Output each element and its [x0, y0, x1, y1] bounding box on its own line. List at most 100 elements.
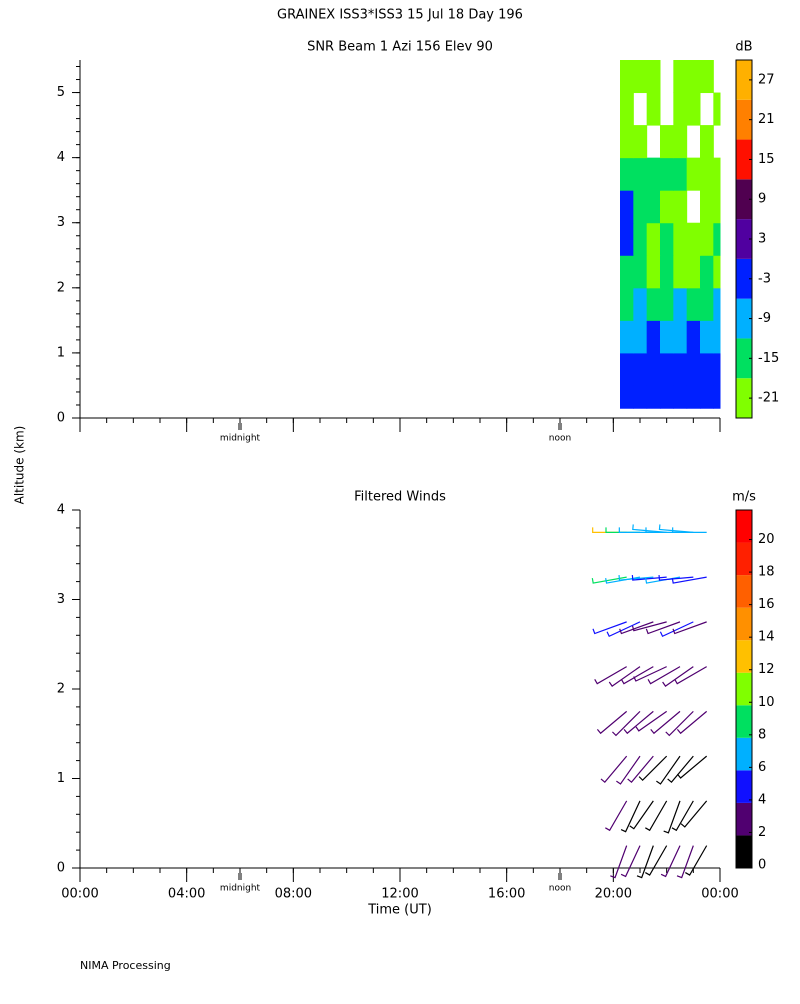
- snr-cell: [713, 92, 721, 126]
- snr-cell: [633, 222, 648, 256]
- wind-barb: [676, 755, 708, 779]
- snr-cell: [713, 385, 721, 409]
- snr-cell: [620, 157, 634, 191]
- y-tick-label: 0: [57, 861, 65, 876]
- snr-cell: [673, 92, 688, 126]
- colorbar-band: [736, 672, 752, 706]
- snr-cell: [646, 190, 661, 224]
- snr-cell: [660, 352, 674, 386]
- colorbar-tick-label: -15: [758, 351, 779, 366]
- wind-barb: [610, 845, 628, 879]
- snr-cell: [660, 125, 674, 159]
- colorbar-tick-label: 6: [758, 760, 766, 775]
- y-tick-label: 2: [57, 280, 65, 295]
- y-tick-label: 2: [57, 682, 65, 697]
- wind-barb: [632, 524, 667, 533]
- colorbar-band: [736, 298, 752, 339]
- wind-barb: [605, 800, 628, 832]
- snr-cell: [633, 352, 648, 386]
- snr-cell: [673, 385, 688, 409]
- wind-barb: [600, 755, 628, 784]
- wind-barb: [635, 710, 668, 732]
- snr-cell: [660, 255, 674, 289]
- snr-cell: [700, 287, 714, 321]
- colorbar-band: [736, 640, 752, 673]
- snr-cell: [620, 352, 634, 386]
- snr-cell: [700, 385, 714, 409]
- colorbar-label: m/s: [732, 490, 756, 505]
- snr-cell: [646, 92, 661, 126]
- snr-cell: [646, 352, 661, 386]
- colorbar-band: [736, 607, 752, 641]
- snr-cell: [686, 320, 701, 354]
- wind-barb: [672, 621, 707, 635]
- wind-barb: [618, 575, 654, 581]
- snr-cell: [633, 125, 648, 159]
- snr-cell: [673, 125, 688, 159]
- colorbar-tick-label: 27: [758, 72, 775, 87]
- colorbar-band: [736, 60, 752, 100]
- snr-cell: [633, 190, 648, 224]
- snr-cell: [686, 287, 701, 321]
- snr-cell: [646, 255, 661, 289]
- snr-cell: [673, 320, 688, 354]
- snr-cell: [646, 222, 661, 256]
- snr-cell: [673, 60, 688, 94]
- colorbar-tick-label: 2: [758, 825, 766, 840]
- wind-barb: [667, 755, 694, 784]
- colorbar-band: [736, 378, 752, 418]
- wind-barb: [674, 666, 707, 685]
- wind-barb: [650, 710, 681, 735]
- wind-barb: [631, 621, 667, 632]
- colorbar-band: [736, 802, 752, 836]
- snr-cell: [646, 385, 661, 409]
- x-tick-label: 08:00: [275, 887, 312, 902]
- snr-cell: [620, 287, 634, 321]
- snr-cell: [646, 157, 661, 191]
- wind-barb: [629, 800, 654, 830]
- snr-cell: [633, 287, 648, 321]
- wind-barb: [685, 845, 708, 876]
- colorbar-tick-label: 21: [758, 112, 775, 127]
- snr-cell: [620, 125, 634, 159]
- snr-cell: [700, 320, 714, 354]
- snr-cell: [633, 60, 648, 94]
- colorbar-band: [736, 258, 752, 299]
- y-tick-label: 1: [57, 345, 65, 360]
- y-tick-label: 4: [57, 503, 65, 518]
- snr-cell: [660, 222, 674, 256]
- snr-cell: [700, 190, 714, 224]
- colorbar-tick-label: 10: [758, 695, 775, 710]
- snr-cell: [620, 60, 634, 94]
- snr-cell: [713, 320, 721, 354]
- colorbar-band: [736, 737, 752, 771]
- wind-barb: [592, 527, 627, 533]
- colorbar-band: [736, 510, 752, 543]
- snr-cell: [686, 60, 701, 94]
- x-tick-label: 00:00: [61, 887, 98, 902]
- wind-barb: [645, 800, 668, 832]
- chart-title: SNR Beam 1 Azi 156 Elev 90: [307, 40, 493, 55]
- snr-cell: [620, 255, 634, 289]
- colorbar-tick-label: -9: [758, 311, 771, 326]
- colorbar-band: [736, 575, 752, 608]
- x-tick-label: 16:00: [488, 887, 525, 902]
- snr-cell: [700, 222, 714, 256]
- colorbar-band: [736, 219, 752, 259]
- colorbar-tick-label: 15: [758, 152, 775, 167]
- footer: NIMA Processing: [80, 959, 171, 972]
- annotation: noon: [549, 884, 571, 894]
- snr-cell: [633, 320, 648, 354]
- wind-barb: [672, 527, 707, 533]
- snr-cell: [633, 255, 648, 289]
- wind-barb: [633, 666, 667, 682]
- wind-barb: [645, 527, 680, 533]
- y-tick-label: 3: [57, 215, 65, 230]
- wind-barb: [660, 845, 681, 878]
- snr-cell: [700, 352, 714, 386]
- snr-cell: [673, 190, 688, 224]
- snr-cell: [646, 60, 661, 94]
- colorbar-tick-label: 4: [758, 792, 766, 807]
- colorbar-band: [736, 835, 752, 868]
- colorbar-tick-label: 14: [758, 630, 775, 645]
